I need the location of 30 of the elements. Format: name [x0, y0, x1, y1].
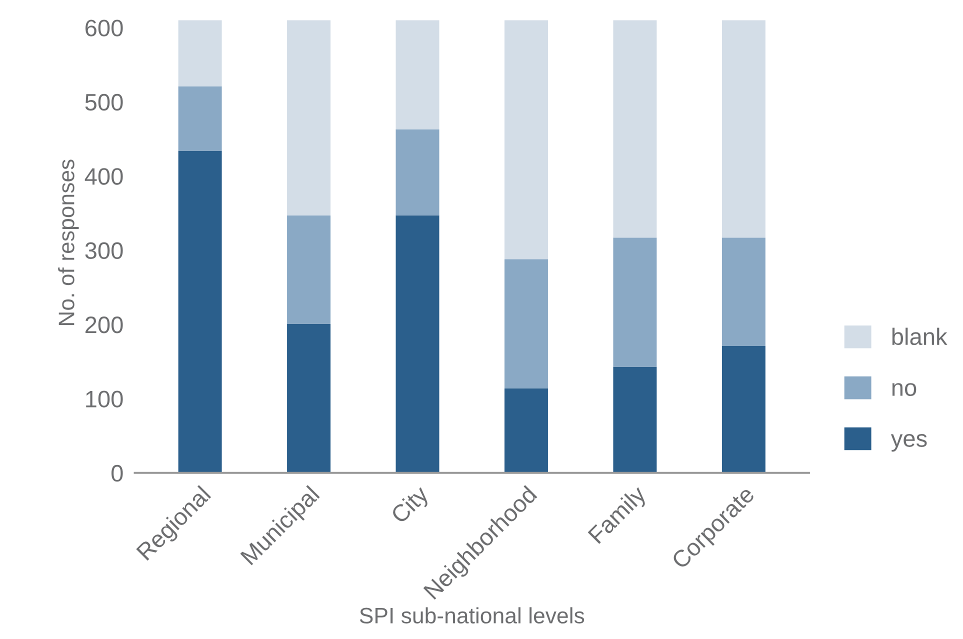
bar: [722, 346, 766, 473]
x-axis-title: SPI sub-national levels: [360, 607, 584, 624]
bar: [504, 388, 548, 473]
bar: [287, 324, 331, 473]
y-tick-label: 400: [84, 168, 123, 185]
bar: [178, 86, 222, 151]
bar: [504, 259, 548, 388]
legend-label: yes: [890, 434, 927, 452]
bar: [287, 215, 331, 324]
bar: [396, 129, 440, 216]
y-tick-label: 0: [112, 464, 123, 482]
y-tick-label: 200: [86, 316, 123, 334]
y-tick-label: 500: [85, 94, 123, 111]
bar: [287, 20, 331, 216]
bar: [722, 20, 766, 238]
bar: [613, 20, 657, 238]
bar: [178, 150, 222, 473]
y-tick-label: 300: [85, 242, 123, 260]
y-tick-label: 100: [86, 390, 123, 408]
bar: [613, 238, 657, 367]
legend-label: no: [892, 383, 916, 396]
bar: [504, 20, 548, 260]
y-tick-label: 600: [86, 20, 123, 36]
bar: [396, 20, 440, 130]
bar: [722, 238, 766, 346]
legend-label: blank: [892, 328, 948, 346]
bar: [396, 215, 440, 473]
bar: [178, 20, 222, 86]
y-axis-title: No. of responses: [58, 160, 79, 325]
bar: [613, 366, 657, 473]
